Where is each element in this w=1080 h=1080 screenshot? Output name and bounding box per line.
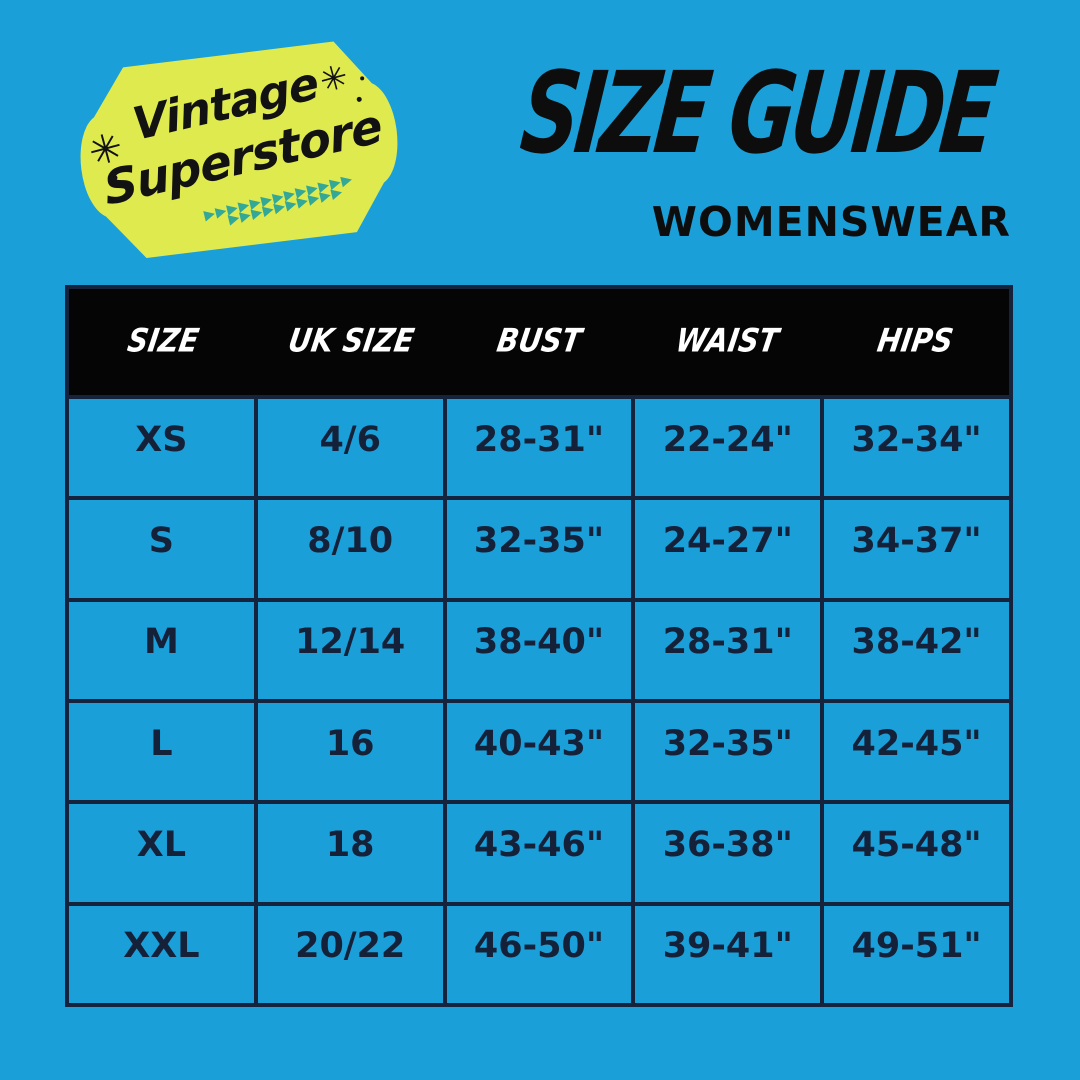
- badge-shape: [80, 41, 398, 258]
- table-cell: 18: [253, 804, 443, 902]
- table-cell: 32-35": [631, 702, 820, 801]
- badge-plaque: [80, 41, 398, 258]
- table-cell: 28-31": [442, 399, 632, 497]
- column-header: SIZE: [124, 322, 202, 360]
- vintage-superstore-logo: ✳ ✳ Vintage Superstore ▶▶▶▶▶▶▶▶▶▶▶▶▶ ▶▶▶…: [73, 30, 404, 270]
- table-cell: 46-50": [442, 905, 632, 1003]
- table-cell: 40-43": [442, 702, 632, 801]
- table-cell: 20/22: [253, 905, 443, 1003]
- table-cell: 49-51": [820, 905, 1009, 1003]
- table-cell: 16: [253, 702, 443, 801]
- table-cell: 28-31": [631, 601, 820, 699]
- table-cell: 42-45": [820, 702, 1009, 801]
- table-cell: 43-46": [442, 804, 632, 902]
- logo-inner: ✳ ✳ Vintage Superstore ▶▶▶▶▶▶▶▶▶▶▶▶▶ ▶▶▶…: [73, 30, 404, 270]
- table-row: S 8/10 32-35" 24-27" 34-37": [69, 496, 1009, 598]
- table-cell: 24-27": [631, 500, 820, 598]
- column-header: UK SIZE: [285, 322, 417, 360]
- table-cell: 38-42": [820, 601, 1009, 699]
- table-cell: 45-48": [820, 804, 1009, 902]
- column-header: WAIST: [673, 322, 782, 360]
- ink-dot-icon: [359, 76, 365, 81]
- table-cell: 4/6: [253, 399, 443, 497]
- table-header-row: SIZE UK SIZE BUST WAIST HIPS: [69, 289, 1009, 395]
- title-block: SIZE GUIDE WOMENSWEAR: [495, 47, 1015, 246]
- table-row: XL 18 43-46" 36-38" 45-48": [69, 800, 1009, 902]
- table-cell: XS: [135, 419, 188, 460]
- column-header: BUST: [494, 322, 585, 360]
- table-cell: L: [150, 723, 173, 764]
- table-cell: 8/10: [253, 500, 443, 598]
- table-cell: 32-34": [820, 399, 1009, 497]
- table-cell: XL: [136, 824, 187, 865]
- page-subtitle: WOMENSWEAR: [651, 198, 1011, 246]
- size-guide-table: SIZE UK SIZE BUST WAIST HIPS XS 4/6 28-31" 22-2…: [65, 285, 1013, 1007]
- table-row: XXL 20/22 46-50" 39-41" 49-51": [69, 901, 1009, 1003]
- table-cell: 22-24": [631, 399, 820, 497]
- table-row: XS 4/6 28-31" 22-24" 32-34": [69, 395, 1009, 497]
- table-cell: M: [143, 622, 179, 663]
- table-row: M 12/14 38-40" 28-31" 38-42": [69, 597, 1009, 699]
- table-cell: XXL: [123, 926, 200, 967]
- table-cell: S: [148, 520, 174, 561]
- table-cell: 34-37": [820, 500, 1009, 598]
- page-title: SIZE GUIDE: [515, 46, 999, 179]
- column-header: HIPS: [874, 322, 956, 360]
- table-cell: 36-38": [631, 804, 820, 902]
- table-cell: 39-41": [631, 905, 820, 1003]
- table-row: L 16 40-43" 32-35" 42-45": [69, 698, 1009, 801]
- table-cell: 32-35": [442, 500, 632, 598]
- table-body: XS 4/6 28-31" 22-24" 32-34" S 8/10 32-35" 24-27"…: [69, 395, 1009, 1003]
- table-cell: 12/14: [253, 601, 443, 699]
- table-cell: 38-40": [442, 601, 632, 699]
